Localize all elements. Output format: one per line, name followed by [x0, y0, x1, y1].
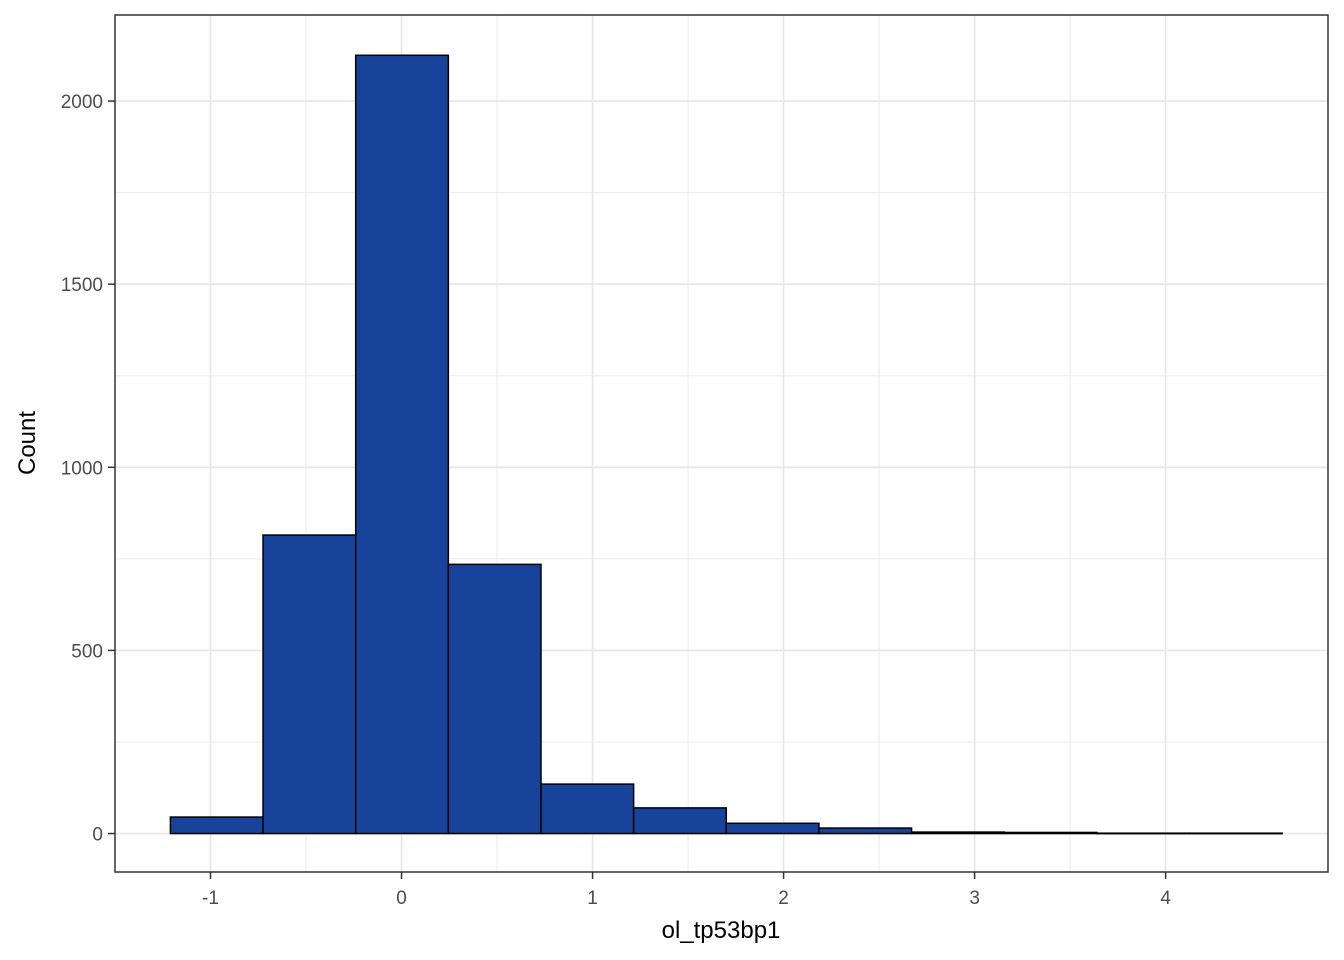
y-tick-label: 1500 [61, 275, 103, 296]
x-tick-label: 2 [778, 888, 789, 909]
histogram-bar [447, 563, 542, 835]
panel-border [114, 14, 1329, 873]
grid-minor [115, 15, 1328, 872]
histogram-bar [1096, 832, 1191, 835]
y-axis-title: Count [14, 411, 41, 475]
histogram-bar [818, 827, 913, 835]
histogram-bar [632, 807, 728, 835]
histogram-bar [1003, 831, 1098, 835]
x-tick-label: -1 [202, 888, 219, 909]
histogram-bars [169, 54, 1283, 835]
histogram-bar [910, 831, 1005, 835]
histogram-bar [540, 783, 635, 835]
histogram-bar [1188, 832, 1283, 835]
x-tick-label: 4 [1160, 888, 1171, 909]
y-tick-label: 2000 [61, 92, 103, 113]
histogram-bar [169, 816, 264, 835]
y-tick-label: 0 [92, 825, 103, 846]
histogram-bar [725, 822, 820, 835]
x-axis-ticks: -1 0 1 2 3 4 [202, 872, 1171, 909]
y-axis-ticks: 0 500 1000 1500 2000 [61, 92, 115, 846]
x-tick-label: 1 [587, 888, 598, 909]
y-tick-label: 1000 [61, 458, 103, 479]
histogram-bar [262, 534, 357, 835]
histogram-bar [354, 54, 450, 835]
x-tick-label: 0 [396, 888, 407, 909]
x-axis-title: ol_tp53bp1 [662, 917, 781, 944]
y-tick-label: 500 [71, 641, 103, 662]
x-tick-label: 3 [969, 888, 980, 909]
